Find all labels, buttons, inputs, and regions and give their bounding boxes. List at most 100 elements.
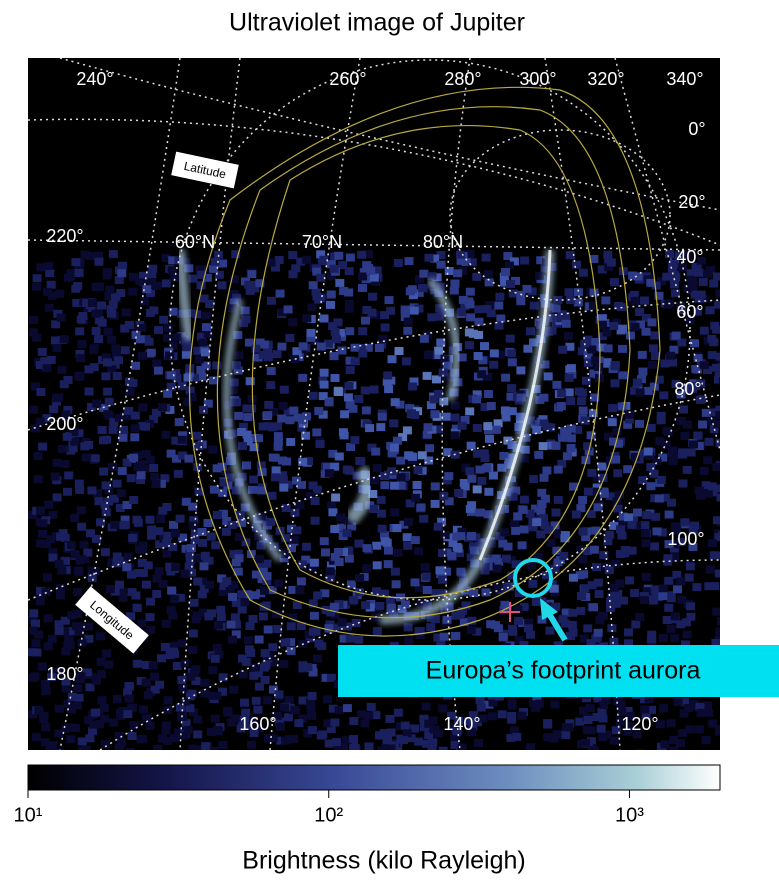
image-pixel [320,537,329,545]
image-pixel [424,423,433,431]
image-pixel [313,655,322,663]
image-pixel [560,534,569,542]
image-pixel [229,686,238,694]
image-pixel [193,730,202,738]
image-pixel [633,379,642,387]
longitude-label: 40° [676,247,703,267]
image-pixel [107,336,116,344]
image-pixel [193,432,202,440]
image-pixel [208,446,217,454]
image-pixel [538,500,547,508]
image-pixel [563,429,572,437]
image-pixel [149,464,158,472]
image-pixel [595,590,604,598]
image-pixel [664,604,673,612]
image-pixel [182,351,191,359]
image-pixel [320,315,329,323]
image-pixel [164,324,173,332]
image-pixel [431,500,440,508]
image-pixel [243,431,252,439]
image-pixel [92,400,101,408]
image-pixel [44,614,53,622]
image-pixel [456,568,465,576]
image-pixel [113,480,122,488]
image-pixel [676,578,685,586]
image-pixel [73,684,82,692]
image-pixel [219,741,228,749]
image-pixel [311,497,320,505]
image-pixel [401,306,410,314]
image-pixel [302,256,311,264]
image-pixel [672,332,681,340]
image-pixel [625,576,634,584]
image-pixel [128,379,137,387]
image-pixel [617,700,626,708]
image-pixel [565,288,574,296]
image-pixel [157,654,166,662]
image-pixel [158,403,167,411]
image-pixel [163,334,172,342]
image-pixel [381,324,390,332]
image-pixel [147,532,156,540]
image-pixel [417,503,426,511]
image-pixel [198,528,207,536]
image-pixel [163,737,172,745]
image-pixel [466,313,475,321]
image-pixel [97,696,106,704]
image-pixel [626,332,635,340]
image-pixel [279,484,288,492]
image-pixel [540,474,549,482]
image-pixel [166,651,175,659]
image-pixel [44,262,53,270]
image-pixel [700,327,709,335]
image-pixel [386,307,395,315]
image-pixel [146,626,155,634]
image-pixel [326,567,335,575]
image-pixel [335,453,344,461]
image-pixel [520,525,529,533]
image-pixel [45,304,54,312]
image-pixel [95,283,104,291]
image-pixel [552,509,561,517]
image-pixel [244,281,253,289]
image-pixel [588,581,597,589]
image-pixel [397,473,406,481]
image-pixel [351,357,360,365]
image-pixel [408,383,417,391]
image-pixel [414,738,423,746]
image-pixel [154,367,163,375]
image-pixel [276,723,285,731]
image-pixel [173,333,182,341]
image-pixel [542,467,551,475]
image-pixel [666,719,675,727]
image-pixel [467,475,476,483]
image-pixel [687,449,696,457]
image-pixel [103,388,112,396]
image-pixel [510,519,519,527]
image-pixel [345,327,354,335]
image-pixel [139,569,148,577]
image-pixel [274,580,283,588]
image-pixel [84,623,93,631]
image-pixel [434,390,443,398]
image-pixel [390,482,399,490]
image-pixel [91,709,100,717]
image-pixel [128,534,137,542]
image-pixel [454,489,463,497]
image-pixel [184,374,193,382]
image-pixel [125,683,134,691]
image-pixel [354,636,363,644]
image-pixel [401,600,410,608]
image-pixel [642,573,651,581]
image-pixel [640,705,649,713]
image-pixel [330,603,339,611]
image-pixel [557,402,566,410]
image-pixel [292,477,301,485]
image-pixel [559,615,568,623]
image-pixel [526,743,535,751]
image-pixel [578,496,587,504]
image-pixel [618,345,627,353]
image-pixel [708,351,717,359]
image-pixel [249,672,258,680]
image-pixel [85,734,94,742]
